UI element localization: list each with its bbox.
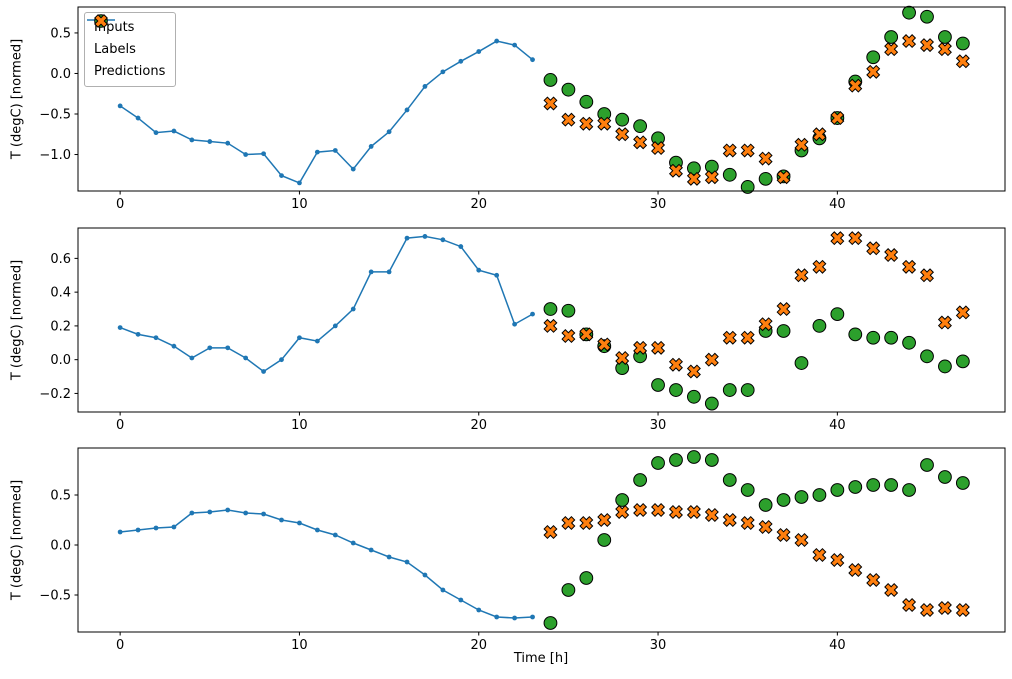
svg-text:0.0: 0.0 [50, 539, 71, 554]
subplot-1-canvas: 0 10 20 30 40 0.5 0.0 −0.5 −1.0 [39, 5, 1006, 212]
svg-text:0.4: 0.4 [50, 286, 71, 301]
predictions-points [543, 231, 970, 379]
svg-text:0: 0 [116, 197, 124, 212]
svg-text:0.6: 0.6 [50, 252, 71, 267]
labels-points [543, 5, 970, 194]
svg-text:−0.5: −0.5 [39, 107, 71, 122]
svg-text:40: 40 [829, 418, 846, 433]
svg-text:0: 0 [116, 638, 124, 653]
svg-text:0.5: 0.5 [50, 489, 71, 504]
subplot-3: 0 10 20 30 40 0.5 0.0 −0.5 T (degC) [normed] [0, 441, 1012, 655]
subplot-3-canvas: 0 10 20 30 40 0.5 0.0 −0.5 [39, 447, 1006, 653]
y-axis-label-1: T (degC) [normed] [9, 38, 25, 160]
svg-text:30: 30 [650, 418, 667, 433]
y-axis-ticks: 0.6 0.4 0.2 0.0 −0.2 [39, 252, 78, 402]
x-axis-ticks: 0 10 20 30 40 [116, 632, 846, 653]
svg-text:0.0: 0.0 [50, 67, 71, 82]
svg-text:0.0: 0.0 [50, 353, 71, 368]
svg-text:−0.5: −0.5 [39, 589, 71, 604]
x-axis-ticks: 0 10 20 30 40 [116, 191, 846, 212]
labels-points [543, 450, 970, 630]
inputs-line [117, 234, 535, 374]
svg-text:0.5: 0.5 [50, 26, 71, 41]
y-axis-label-2: T (degC) [normed] [9, 259, 25, 381]
predictions-points [543, 34, 970, 186]
x-axis-label: Time [h] [513, 651, 569, 666]
svg-text:30: 30 [650, 638, 667, 653]
svg-text:20: 20 [470, 638, 487, 653]
svg-text:0.2: 0.2 [50, 319, 71, 334]
legend-item-labels: Labels [94, 14, 165, 57]
legend-item-predictions: Predictions [94, 14, 166, 79]
svg-text:10: 10 [291, 638, 308, 653]
svg-text:0: 0 [116, 418, 124, 433]
subplot-1: 0 10 20 30 40 0.5 0.0 −0.5 −1.0 T (degC) [normed… [0, 0, 1012, 214]
svg-text:20: 20 [470, 418, 487, 433]
svg-text:10: 10 [291, 197, 308, 212]
y-axis-ticks: 0.5 0.0 −0.5 −1.0 [39, 26, 78, 163]
legend: Inputs Labels Predictions [84, 12, 177, 87]
predictions-points [543, 502, 970, 618]
svg-text:−1.0: −1.0 [39, 148, 71, 163]
labels-points [543, 302, 970, 411]
x-axis-ticks: 0 10 20 30 40 [116, 412, 846, 433]
subplot-2-canvas: 0 10 20 30 40 0.6 0.4 0.2 0.0 −0.2 [39, 227, 1006, 433]
svg-text:10: 10 [291, 418, 308, 433]
subplot-2: 0 10 20 30 40 0.6 0.4 0.2 0.0 −0.2 T (degC) [norm… [0, 221, 1012, 435]
y-axis-ticks: 0.5 0.0 −0.5 [39, 489, 78, 604]
y-axis-label-3: T (degC) [normed] [9, 479, 25, 601]
svg-text:40: 40 [829, 638, 846, 653]
legend-label-labels: Labels [94, 42, 136, 57]
svg-text:−0.2: −0.2 [39, 387, 71, 402]
inputs-line [117, 507, 535, 621]
legend-label-predictions: Predictions [94, 64, 166, 79]
predictions-x-icon [94, 14, 108, 28]
svg-text:20: 20 [470, 197, 487, 212]
inputs-line [117, 38, 535, 186]
svg-text:30: 30 [650, 197, 667, 212]
svg-text:40: 40 [829, 197, 846, 212]
